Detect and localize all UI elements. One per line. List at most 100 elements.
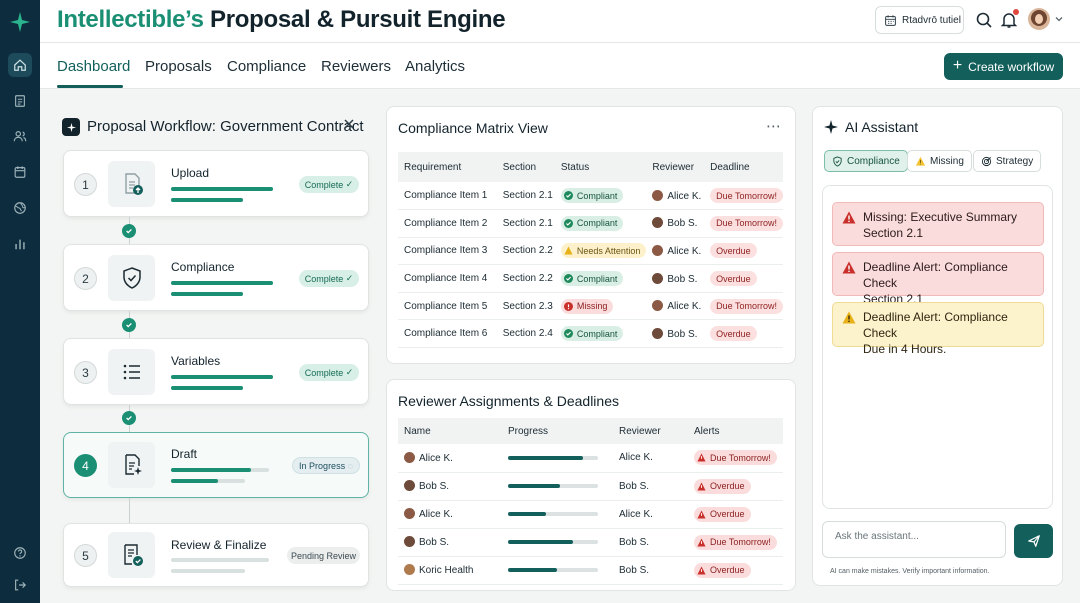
avatar (404, 508, 415, 519)
document-check-icon (108, 532, 155, 578)
avatar (404, 564, 415, 575)
alert-missing-executive-summary[interactable]: Missing: Executive Summary Section 2.1 (832, 202, 1044, 246)
column-header[interactable]: Alerts (688, 418, 783, 444)
column-header[interactable]: Deadline (704, 152, 783, 182)
table-row[interactable]: Alice K. Alice K. Due Tomorrow! (398, 444, 783, 473)
compliance-matrix-title: Compliance Matrix View (398, 120, 548, 136)
progress-cell (502, 472, 613, 501)
calendar-icon[interactable] (8, 160, 32, 184)
step-progress-bar (171, 281, 273, 285)
reviewer-cell: Alice K. (646, 237, 705, 266)
deadline-cell: Overdue (704, 264, 783, 293)
send-button[interactable] (1014, 524, 1053, 558)
more-options-icon[interactable]: ⋯ (766, 118, 782, 135)
alert-pill: Due Tomorrow! (694, 534, 777, 550)
progress-bar (508, 455, 598, 460)
table-row[interactable]: Compliance Item 1 Section 2.1 Compliant Ali… (398, 182, 783, 211)
avatar[interactable] (1028, 8, 1050, 30)
table-row[interactable]: Koric Health Bob S. Overdue (398, 556, 783, 585)
table-row[interactable]: Compliance Item 5 Section 2.3 Missing Alice… (398, 292, 783, 321)
create-workflow-button[interactable]: + Create workflow (944, 53, 1063, 80)
alert-deadline-due-4-hours[interactable]: Deadline Alert: Compliance Check Due in … (832, 302, 1044, 356)
avatar (652, 217, 664, 229)
column-header[interactable]: Progress (502, 418, 613, 444)
avatar (652, 300, 664, 312)
users-icon[interactable] (8, 124, 32, 148)
workflow-step-variables[interactable]: 3 Variables Complete ✓ (63, 338, 369, 405)
requirement-cell: Compliance Item 3 (398, 237, 497, 266)
home-icon[interactable] (8, 53, 32, 77)
step-progress-bar-secondary (171, 198, 243, 202)
workflow-header: Proposal Workflow: Government Contract (62, 117, 364, 139)
tab-reviewers[interactable]: Reviewers (321, 58, 392, 75)
alert-cell: Overdue (688, 472, 783, 501)
column-header[interactable]: Name (398, 418, 502, 444)
section-cell: Section 2.2 (496, 237, 555, 266)
send-icon (1027, 535, 1040, 547)
status-cell: Compliant (554, 182, 647, 211)
bar-chart-icon[interactable] (8, 232, 32, 256)
tab-dashboard[interactable]: Dashboard (57, 58, 131, 75)
progress-bar (508, 568, 598, 572)
workflow-step-draft[interactable]: 4 Draft In Progress ◌ (63, 432, 369, 498)
step-number: 2 (74, 267, 97, 290)
alert-cell: Due Tomorrow! (688, 444, 783, 473)
column-header[interactable]: Reviewer (646, 152, 705, 182)
column-header[interactable]: Section (496, 152, 555, 182)
name-cell: Bob S. (398, 472, 502, 501)
table-row[interactable]: Bob S. Bob S. Due Tomorrow! (398, 528, 783, 557)
calendar-icon (885, 14, 896, 26)
table-row[interactable]: Compliance Item 2 Section 2.1 Compliant Bob… (398, 209, 783, 238)
progress-bar (508, 540, 598, 544)
column-header[interactable]: Requirement (398, 152, 497, 182)
column-header[interactable]: Reviewer (613, 418, 688, 444)
reviewer-assignments-title: Reviewer Assignments & Deadlines (398, 393, 619, 409)
status-badge: Complete ✓ (299, 176, 359, 193)
chip-missing[interactable]: Missing (907, 150, 972, 172)
chevron-down-icon[interactable] (1054, 14, 1064, 24)
workflow-step-upload[interactable]: 1 Upload Complete ✓ (63, 150, 369, 217)
calendar-button[interactable]: Rtadvrō tutiel (875, 6, 964, 34)
step-label: Review & Finalize (171, 538, 267, 552)
workflow-step-review-finalize[interactable]: 5 Review & Finalize Pending Review (63, 523, 369, 587)
name-cell: Alice K. (398, 444, 502, 473)
chip-strategy[interactable]: Strategy (973, 150, 1042, 172)
globe-icon[interactable] (8, 196, 32, 220)
name-cell: Koric Health (398, 556, 502, 585)
assistant-input[interactable]: Ask the assistant... (822, 521, 1006, 558)
close-icon[interactable] (342, 117, 356, 131)
notification-dot (1013, 9, 1019, 15)
active-tab-indicator (57, 85, 123, 88)
name-cell: Alice K. (398, 500, 502, 529)
table-row[interactable]: Compliance Item 4 Section 2.2 Compliant Bob… (398, 264, 783, 293)
step-label: Compliance (171, 260, 235, 274)
avatar (652, 327, 664, 339)
left-rail (0, 0, 40, 603)
shield-check-icon (108, 255, 155, 301)
search-icon[interactable] (975, 11, 993, 29)
logout-icon[interactable] (8, 573, 32, 597)
table-row[interactable]: Compliance Item 6 Section 2.4 Compliant Bob… (398, 319, 783, 349)
tab-compliance[interactable]: Compliance (227, 58, 307, 75)
bell-icon[interactable] (1000, 11, 1018, 29)
reviewer-cell: Bob S. (646, 264, 705, 293)
reviewer-cell: Alice K. (613, 444, 688, 473)
workflow-step-compliance[interactable]: 2 Compliance Complete ✓ (63, 244, 369, 311)
tab-proposals[interactable]: Proposals (145, 58, 212, 75)
status-pill: Compliant (560, 215, 624, 231)
document-icon[interactable] (8, 89, 32, 113)
step-progress-bar-secondary (171, 569, 245, 573)
reviewer-cell: Alice K. (613, 500, 688, 529)
chip-compliance[interactable]: Compliance (824, 150, 908, 172)
table-row[interactable]: Bob S. Bob S. Overdue (398, 472, 783, 501)
table-row[interactable]: Alice K. Alice K. Overdue (398, 500, 783, 529)
alert-deadline-compliance-check[interactable]: Deadline Alert: Compliance Check Section… (832, 252, 1044, 306)
progress-bar (508, 484, 598, 488)
app-header: Intellectible’s Proposal & Pursuit Engin… (40, 0, 1080, 43)
section-cell: Section 2.2 (496, 264, 555, 293)
tab-analytics[interactable]: Analytics (405, 58, 466, 75)
help-icon[interactable] (8, 541, 32, 565)
column-header[interactable]: Status (554, 152, 647, 182)
table-row[interactable]: Compliance Item 3 Section 2.2 Needs Attent… (398, 237, 783, 266)
title-rest: Proposal & Pursuit Engine (210, 6, 506, 33)
